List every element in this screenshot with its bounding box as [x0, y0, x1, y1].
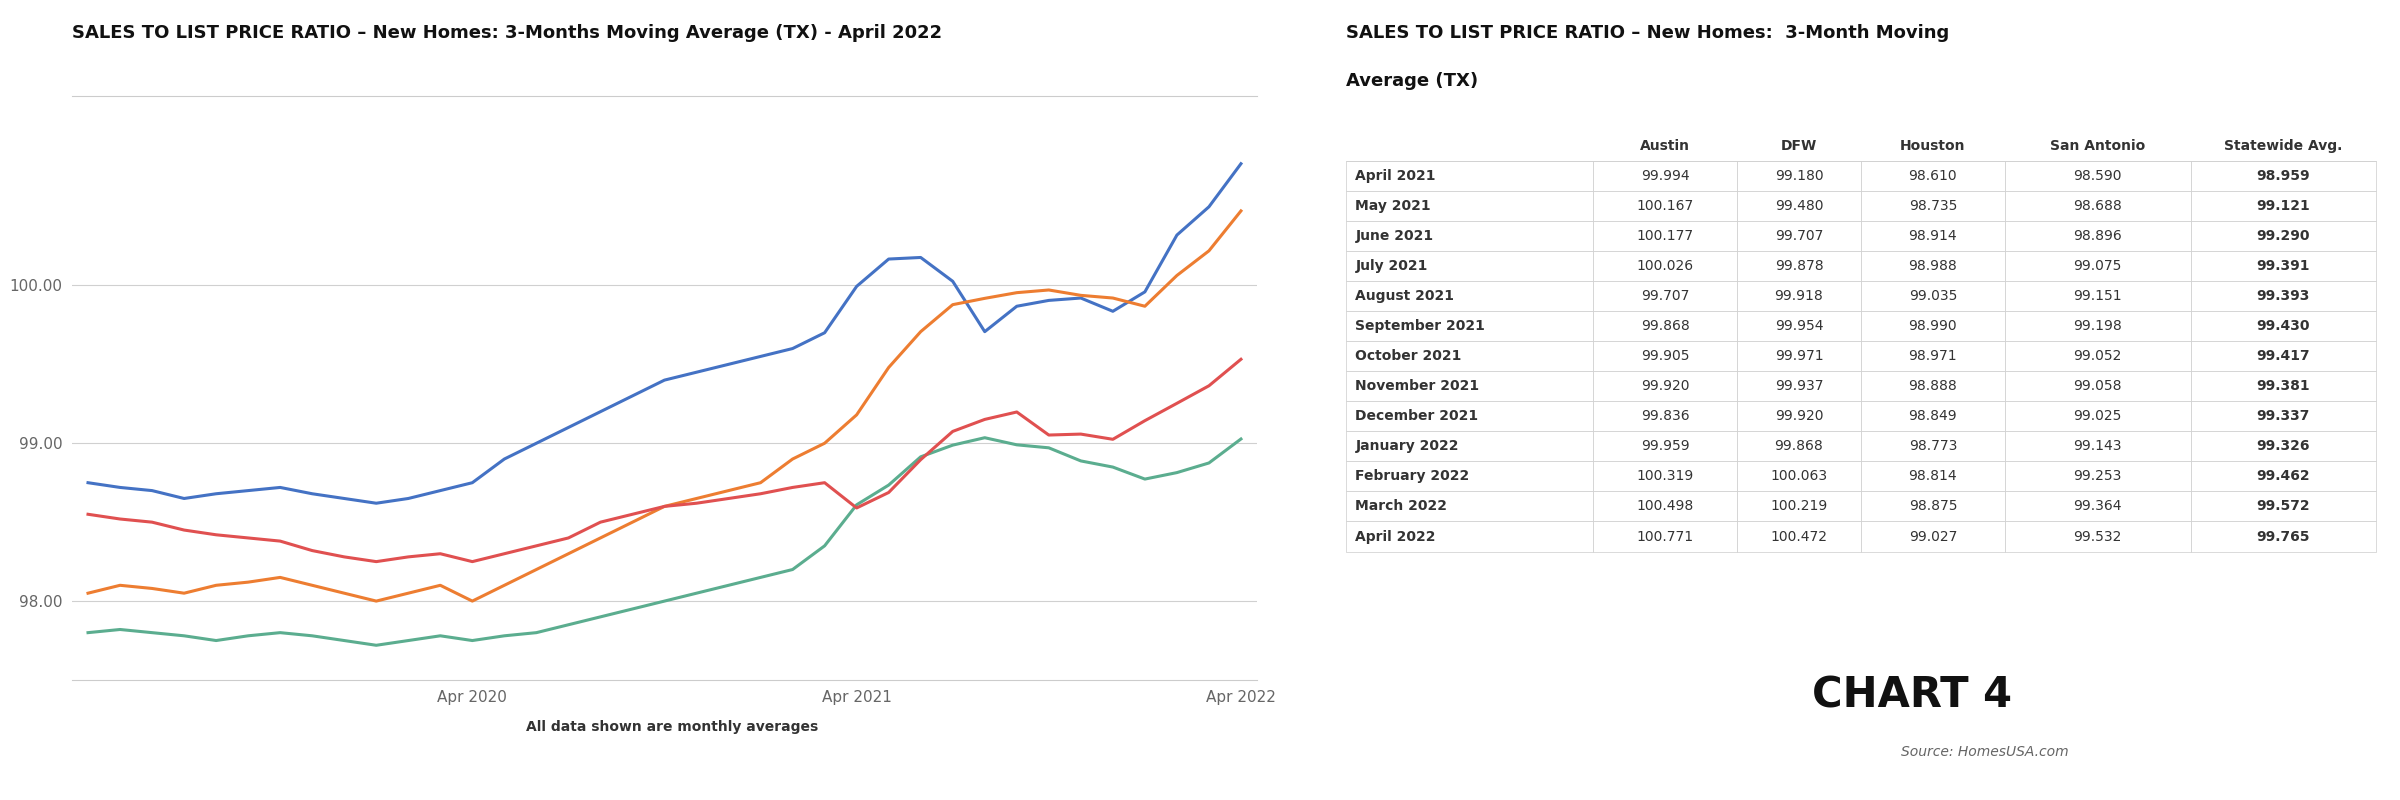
Text: SALES TO LIST PRICE RATIO – New Homes:  3-Month Moving: SALES TO LIST PRICE RATIO – New Homes: 3… [1346, 24, 1949, 42]
Text: Source: HomesUSA.com: Source: HomesUSA.com [1901, 745, 2069, 759]
Text: All data shown are monthly averages: All data shown are monthly averages [526, 720, 818, 734]
Text: CHART 4: CHART 4 [1812, 675, 2011, 717]
Text: SALES TO LIST PRICE RATIO – New Homes: 3-Months Moving Average (TX) - April 2022: SALES TO LIST PRICE RATIO – New Homes: 3… [72, 24, 943, 42]
Text: Average (TX): Average (TX) [1346, 72, 1478, 90]
